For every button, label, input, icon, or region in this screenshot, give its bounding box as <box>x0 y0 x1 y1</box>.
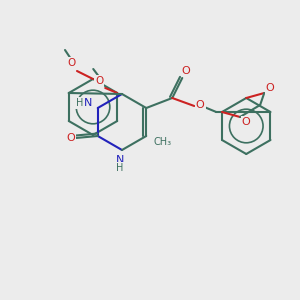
Text: O: O <box>67 58 75 68</box>
Text: O: O <box>266 83 274 93</box>
Text: H: H <box>116 163 124 173</box>
Text: N: N <box>116 155 124 165</box>
Text: O: O <box>66 133 75 143</box>
Text: CH₃: CH₃ <box>153 137 171 147</box>
Text: O: O <box>242 117 250 127</box>
Text: O: O <box>182 66 190 76</box>
Text: O: O <box>196 100 205 110</box>
Text: H: H <box>76 98 83 108</box>
Text: O: O <box>95 76 103 86</box>
Text: N: N <box>84 98 92 108</box>
